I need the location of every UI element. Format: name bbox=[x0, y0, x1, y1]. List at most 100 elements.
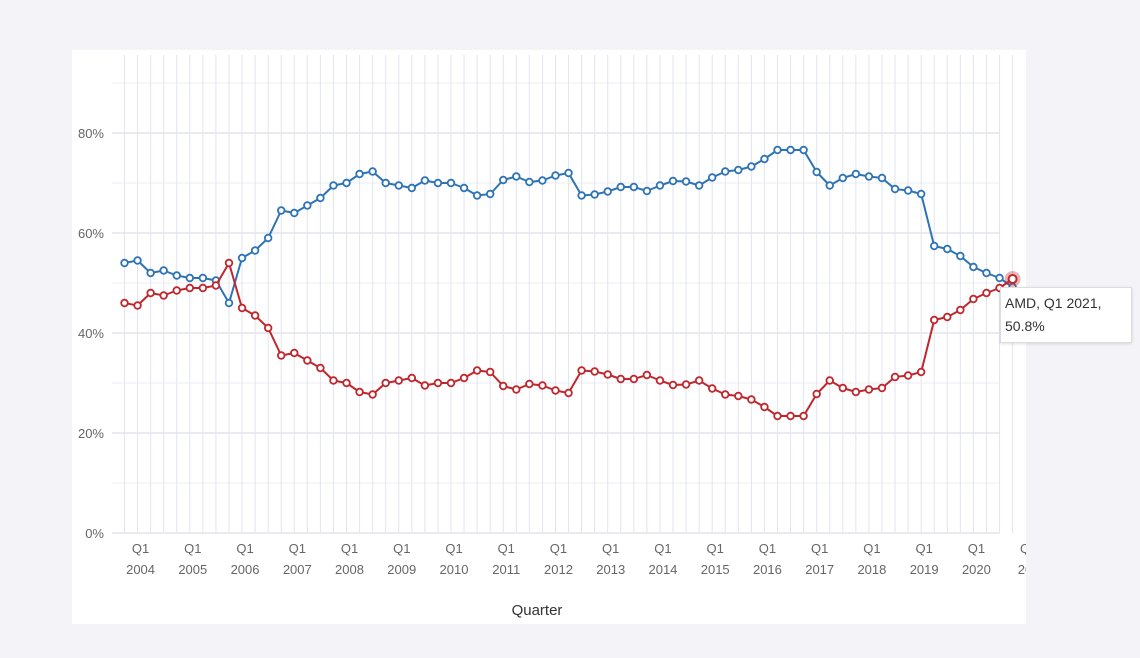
data-point-amd bbox=[851, 387, 861, 397]
data-point-amd bbox=[681, 380, 691, 389]
x-tick-quarter: Q1 bbox=[289, 541, 306, 556]
data-point-amd bbox=[877, 383, 887, 393]
data-point-amd bbox=[668, 380, 678, 390]
x-tick-quarter: Q1 bbox=[1020, 541, 1026, 556]
data-point-amd bbox=[446, 378, 456, 388]
data-point-intel bbox=[329, 181, 338, 190]
data-point-intel bbox=[355, 169, 364, 179]
data-point-intel bbox=[747, 162, 756, 171]
data-point-intel bbox=[133, 256, 142, 265]
data-point-intel bbox=[877, 173, 887, 183]
data-point-intel bbox=[224, 298, 234, 308]
tooltip-line-2: 50.8% bbox=[1005, 318, 1045, 334]
data-point-intel bbox=[760, 154, 769, 164]
x-tick-quarter: Q1 bbox=[236, 541, 253, 556]
data-point-intel bbox=[721, 167, 730, 176]
data-point-amd bbox=[590, 367, 599, 376]
y-tick-label: 40% bbox=[78, 326, 104, 341]
data-point-amd bbox=[237, 303, 247, 313]
x-tick-quarter: Q1 bbox=[393, 541, 410, 556]
data-point-intel bbox=[864, 172, 874, 181]
data-point-intel bbox=[551, 171, 560, 180]
data-point-amd bbox=[420, 381, 430, 390]
data-point-amd bbox=[890, 372, 900, 382]
data-point-intel bbox=[995, 273, 1004, 283]
data-point-amd bbox=[812, 389, 821, 399]
x-tick-quarter: Q1 bbox=[184, 541, 201, 556]
market-share-line-chart: 0%20%40%60%80% Q12004Q12005Q12006Q12007Q… bbox=[78, 55, 1026, 619]
data-point-amd bbox=[459, 373, 469, 383]
data-point-amd bbox=[472, 366, 482, 375]
data-point-intel bbox=[263, 233, 273, 243]
x-tick-year: 2006 bbox=[231, 562, 260, 577]
x-tick-year: 2011 bbox=[492, 562, 520, 577]
data-point-amd bbox=[903, 371, 913, 380]
data-point-amd bbox=[146, 288, 155, 298]
data-point-amd bbox=[799, 411, 808, 421]
y-axis-ticks: 0% 20% 40% 60% 80% bbox=[78, 126, 104, 541]
hover-point bbox=[1007, 274, 1018, 284]
x-tick-quarter: Q1 bbox=[707, 541, 724, 556]
data-point-intel bbox=[564, 168, 573, 178]
data-point-intel bbox=[250, 246, 260, 255]
data-point-amd bbox=[525, 379, 534, 389]
x-tick-year: 2019 bbox=[910, 562, 939, 577]
data-point-amd bbox=[734, 391, 743, 401]
x-tick-year: 2016 bbox=[753, 562, 782, 577]
data-point-amd bbox=[485, 367, 495, 377]
x-axis-title: Quarter bbox=[512, 602, 563, 619]
data-point-amd bbox=[198, 283, 208, 293]
y-tick-label: 60% bbox=[78, 226, 104, 241]
data-point-intel bbox=[172, 271, 181, 280]
data-point-intel bbox=[851, 169, 861, 179]
x-tick-quarter: Q1 bbox=[968, 541, 985, 556]
x-tick-quarter: Q1 bbox=[654, 541, 671, 556]
data-point-amd bbox=[394, 376, 403, 385]
x-tick-year: 2012 bbox=[544, 562, 573, 577]
data-point-amd bbox=[786, 411, 795, 421]
data-point-amd bbox=[303, 356, 312, 365]
data-point-intel bbox=[890, 184, 900, 194]
data-point-intel bbox=[198, 273, 208, 283]
data-point-amd bbox=[551, 386, 560, 395]
x-tick-year: 2005 bbox=[178, 562, 207, 577]
x-tick-year: 2015 bbox=[701, 562, 730, 577]
x-tick-year: 2013 bbox=[596, 562, 625, 577]
data-point-amd bbox=[721, 390, 730, 399]
data-point-amd bbox=[956, 305, 965, 315]
series-lines bbox=[120, 145, 1017, 421]
data-point-amd bbox=[185, 283, 194, 293]
data-point-intel bbox=[472, 191, 482, 200]
x-tick-quarter: Q1 bbox=[341, 541, 358, 556]
data-point-intel bbox=[786, 145, 795, 155]
data-point-intel bbox=[681, 177, 691, 186]
data-point-intel bbox=[982, 268, 991, 278]
hover-tooltip: AMD, Q1 2021, 50.8% bbox=[1000, 287, 1132, 343]
data-point-amd bbox=[263, 323, 273, 333]
data-point-intel bbox=[303, 201, 312, 210]
data-point-amd bbox=[943, 312, 952, 322]
data-point-intel bbox=[120, 258, 129, 268]
x-tick-quarter: Q1 bbox=[132, 541, 149, 556]
data-point-intel bbox=[799, 145, 808, 155]
data-point-intel bbox=[237, 253, 247, 263]
x-tick-quarter: Q1 bbox=[863, 541, 880, 556]
data-point-intel bbox=[956, 251, 965, 261]
data-point-intel bbox=[969, 262, 978, 272]
data-point-intel bbox=[420, 176, 430, 185]
data-point-amd bbox=[159, 291, 168, 300]
data-point-intel bbox=[642, 186, 652, 196]
data-point-intel bbox=[916, 189, 926, 199]
data-point-amd bbox=[564, 388, 573, 398]
data-point-amd bbox=[577, 366, 586, 375]
x-tick-quarter: Q1 bbox=[811, 541, 828, 556]
data-point-amd bbox=[277, 351, 286, 360]
data-point-amd bbox=[747, 395, 756, 404]
x-tick-year: 2007 bbox=[283, 562, 312, 577]
x-tick-year: 2014 bbox=[648, 562, 677, 577]
data-point-intel bbox=[838, 173, 847, 183]
data-point-amd bbox=[694, 376, 704, 385]
data-point-intel bbox=[185, 273, 194, 283]
data-point-amd bbox=[930, 315, 939, 325]
data-point-intel bbox=[577, 191, 586, 200]
